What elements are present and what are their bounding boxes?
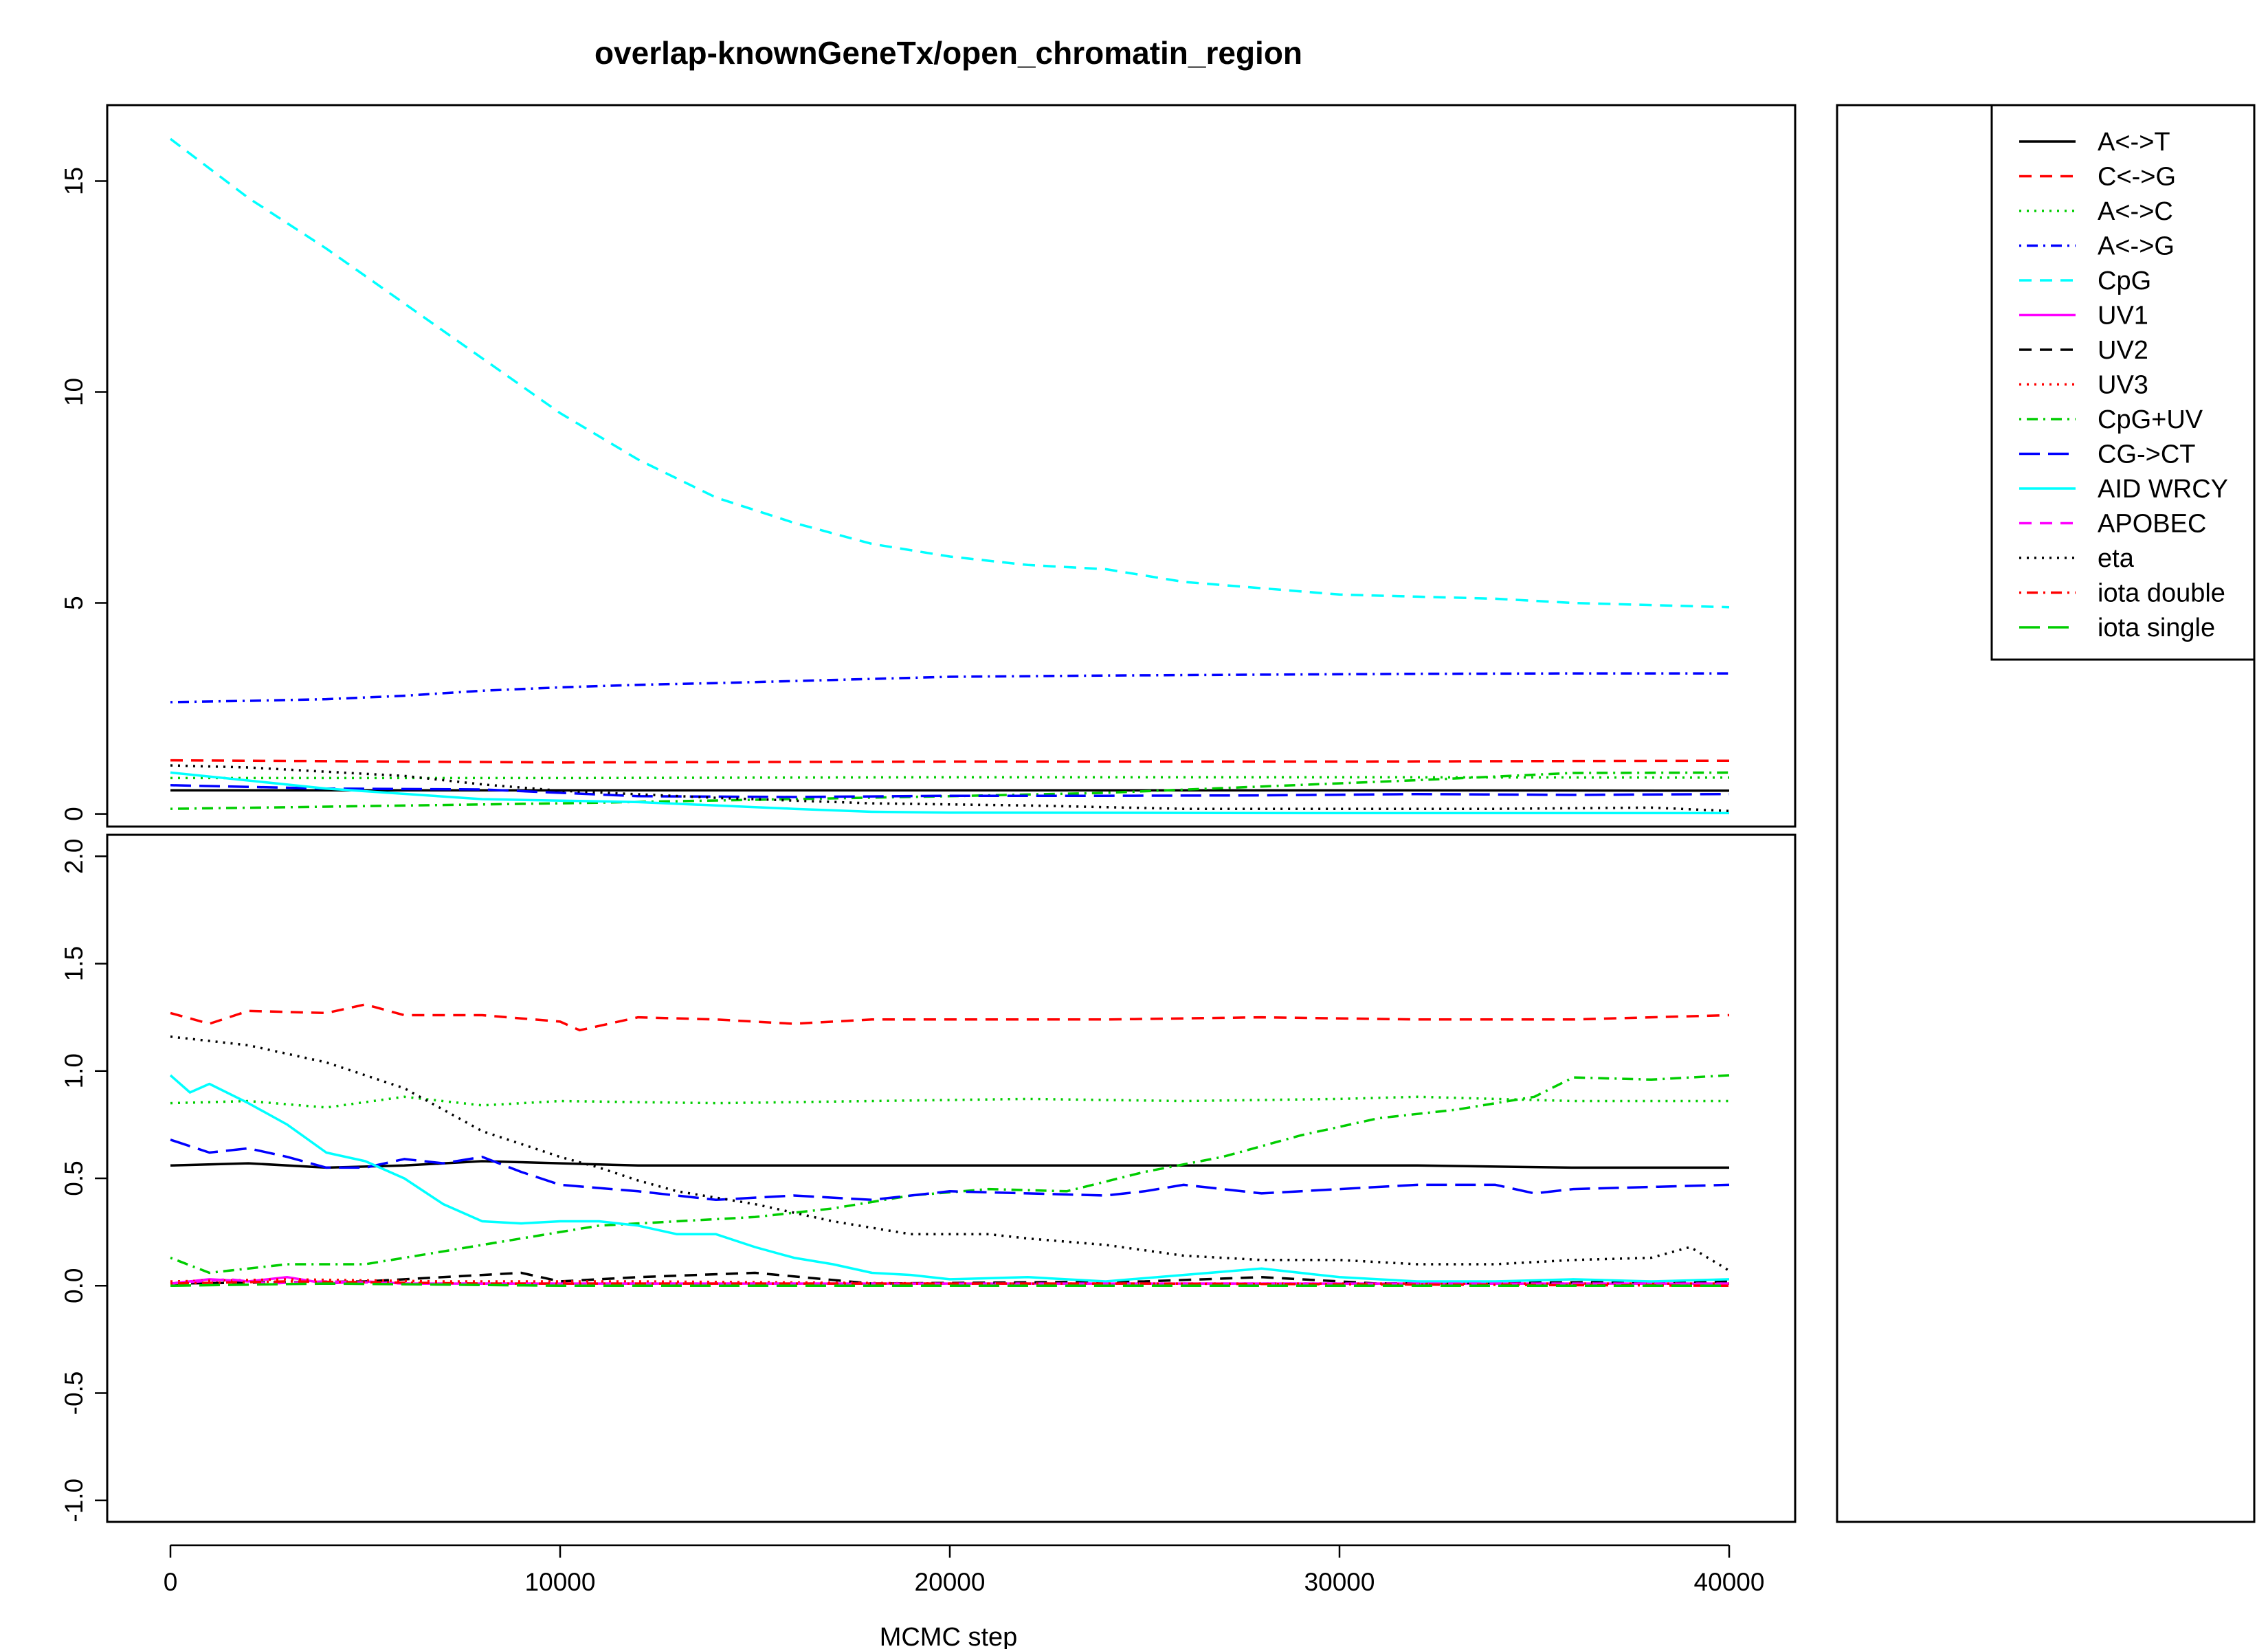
x-axis-label: MCMC step	[880, 1623, 1018, 1649]
series-line-cg-ct	[170, 784, 1730, 798]
legend: A<->T C<->G A<->C A<->G CpG UV1 UV2 UV3 CpG+UV CG…	[1836, 104, 2256, 1523]
panel-frame	[106, 104, 1797, 828]
x-tick-label: 40000	[1694, 1568, 1765, 1596]
legend-box	[1990, 104, 2256, 661]
series-line-c-g	[170, 759, 1730, 764]
legend-label-cpg: CpG	[2098, 267, 2151, 295]
series-line-a-t	[170, 789, 1730, 792]
chart-title: overlap-knownGeneTx/open_chromatin_regio…	[594, 35, 1302, 71]
x-tick-label: 0	[164, 1568, 178, 1596]
series-line-aid-wrcy	[169, 1074, 1730, 1283]
y-tick-label: 1.5	[60, 946, 88, 981]
y-tick-label: 0.5	[60, 1160, 88, 1196]
y-tick-label: 2.0	[60, 839, 88, 874]
legend-label-iota-double: iota double	[2098, 579, 2225, 608]
panel-full-range: 0 5 10 15	[60, 104, 1797, 828]
y-tick-label: 1.0	[60, 1053, 88, 1088]
y-tick-label: 10	[60, 378, 88, 406]
legend-label-iota-single: iota single	[2098, 614, 2215, 642]
panel-zoomed: -1.0 -0.5 0.0 0.5 1.0 1.5 2.0	[60, 833, 1797, 1523]
plot-panels: 0 5 10 15 -1.0 -0.5 0.0 0.5 1.0 1.5 2.0 0 10000 20000…	[60, 104, 1797, 1596]
legend-label-a-c: A<->C	[2098, 197, 2173, 226]
series-line-iota-double	[170, 1280, 1730, 1288]
series-line-iota-single	[170, 1282, 1729, 1288]
y-tick-label: -0.5	[60, 1371, 88, 1415]
legend-label-apobec: APOBEC	[2098, 510, 2206, 539]
legend-label-uv2: UV2	[2098, 336, 2148, 365]
series-line-cg-ct	[170, 1138, 1730, 1202]
series-line-c-g	[170, 1003, 1730, 1032]
legend-label-uv1: UV1	[2098, 302, 2148, 330]
x-axis: 0 10000 20000 30000 40000	[164, 1544, 1765, 1596]
series-line-cpg	[169, 137, 1730, 609]
legend-label-cg-ct: CG->CT	[2098, 440, 2196, 469]
legend-label-eta: eta	[2098, 544, 2135, 573]
y-tick-label: 5	[60, 596, 88, 610]
legend-label-aid-wrcy: AID WRCY	[2098, 475, 2228, 504]
x-tick-label: 10000	[525, 1568, 596, 1596]
legend-label-uv3: UV3	[2098, 371, 2148, 400]
series-group	[169, 1003, 1730, 1288]
series-line-eta	[170, 1035, 1730, 1272]
y-tick-label: 0.0	[60, 1268, 88, 1303]
series-line-uv2	[170, 1271, 1730, 1285]
x-tick-label: 30000	[1304, 1568, 1375, 1596]
series-line-a-g	[170, 672, 1729, 704]
legend-label-a-g: A<->G	[2098, 232, 2175, 261]
legend-label-cpg-uv: CpG+UV	[2098, 405, 2203, 434]
legend-label-a-t: A<->T	[2098, 128, 2170, 157]
y-tick-label: 0	[60, 807, 88, 821]
y-tick-label: -1.0	[60, 1479, 88, 1523]
legend-label-c-g: C<->G	[2098, 163, 2176, 192]
series-line-a-c	[170, 776, 1730, 780]
series-line-aid-wrcy	[170, 771, 1729, 815]
series-group	[169, 137, 1730, 815]
x-tick-label: 20000	[915, 1568, 986, 1596]
y-tick-label: 15	[60, 167, 88, 195]
